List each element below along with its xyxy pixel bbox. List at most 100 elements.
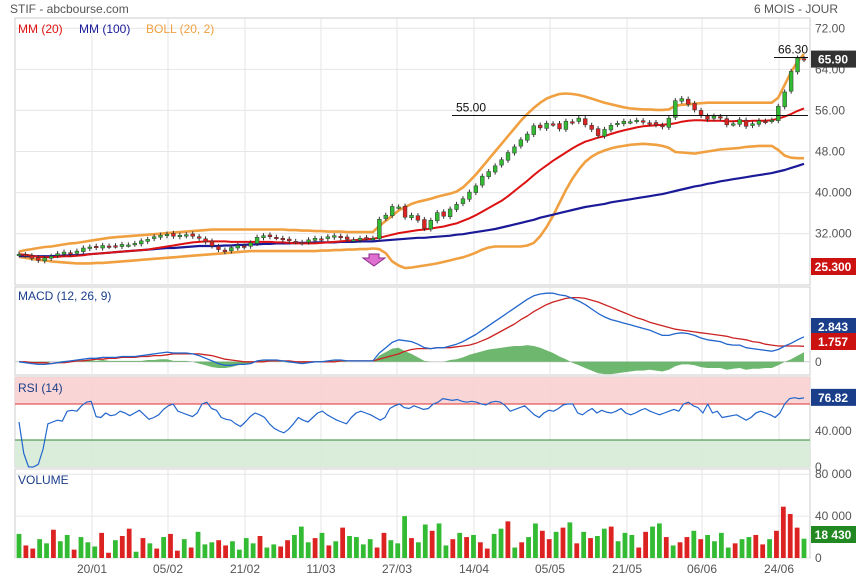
volume-bar — [698, 539, 704, 558]
x-tick-label: 27/03 — [382, 562, 412, 576]
candle — [589, 125, 594, 130]
candle — [653, 122, 659, 126]
macd-histogram — [19, 345, 804, 375]
volume-bar — [684, 537, 690, 558]
x-tick-label: 05/02 — [153, 562, 183, 576]
volume-bar — [588, 538, 593, 558]
candle — [557, 123, 562, 130]
candle — [531, 125, 536, 135]
volume-bar — [333, 541, 339, 558]
candle — [287, 238, 292, 242]
volume-bar — [30, 548, 36, 558]
candle — [602, 129, 607, 137]
volume-bar — [285, 540, 290, 558]
y-tick-label: 32.000 — [815, 227, 852, 241]
volume-bar — [71, 549, 77, 558]
volume-value-badge-bg — [811, 526, 856, 543]
candle — [106, 245, 112, 248]
volume-bar — [223, 545, 228, 558]
volume-bar — [250, 543, 256, 558]
candle — [467, 191, 472, 200]
candle — [16, 253, 22, 256]
volume-bar — [236, 549, 242, 558]
volume-bar — [243, 538, 249, 558]
volume-bar — [526, 537, 531, 558]
candle — [737, 119, 742, 125]
volume-bar — [188, 547, 194, 558]
volume-bar — [801, 538, 807, 558]
volume-bar — [512, 547, 518, 558]
volume-bar — [436, 523, 442, 558]
volume-bar — [787, 514, 793, 558]
volume-bar — [712, 541, 717, 558]
candle — [486, 171, 491, 177]
volume-bar — [794, 527, 800, 558]
candle — [505, 152, 511, 161]
macd-value-badge: 2.843 — [818, 320, 848, 334]
candle — [132, 243, 137, 246]
low-price-badge-bg — [811, 258, 856, 275]
candle — [544, 123, 549, 129]
candle — [126, 244, 131, 247]
candle — [151, 236, 157, 239]
y-tick-label: 40.000 — [815, 186, 852, 200]
candle — [364, 237, 369, 240]
volume-bar — [608, 526, 614, 558]
volume-bar — [216, 540, 222, 558]
candle — [435, 212, 440, 222]
volume-bar — [498, 528, 504, 558]
volume-bar — [415, 542, 421, 558]
candle — [686, 98, 691, 105]
candle — [583, 118, 588, 126]
volume-bar — [230, 541, 235, 558]
last-price-badge-bg — [811, 50, 856, 68]
boll-lower-line — [18, 142, 804, 270]
candle — [447, 208, 453, 217]
candle — [319, 238, 324, 241]
volume-bar — [292, 534, 297, 558]
candle — [518, 139, 524, 147]
candle — [473, 185, 479, 193]
candle — [36, 257, 41, 261]
candle — [570, 121, 575, 124]
candle — [158, 234, 163, 238]
volume-bar — [546, 539, 552, 558]
candle — [177, 234, 183, 237]
volume-bar — [78, 537, 84, 558]
volume-bar — [595, 536, 600, 558]
candle — [274, 236, 279, 239]
volume-bar — [271, 544, 277, 558]
volume-bar — [429, 530, 435, 558]
candle — [261, 235, 266, 239]
candle — [267, 234, 273, 237]
volume-bar — [395, 543, 401, 558]
candle — [576, 117, 581, 122]
candle — [409, 214, 414, 218]
candle — [428, 220, 433, 230]
candle — [724, 118, 729, 126]
candle — [499, 159, 504, 166]
volume-bar — [209, 542, 215, 558]
volume-bar — [457, 532, 463, 558]
candle — [332, 235, 337, 238]
signal-value-badge-bg — [811, 333, 856, 350]
candle — [415, 215, 421, 221]
volume-bar — [381, 532, 387, 558]
candle — [61, 251, 67, 255]
candle — [396, 206, 401, 209]
volume-bar — [670, 545, 676, 558]
mm100-line — [19, 162, 805, 258]
volume-bar — [519, 542, 525, 558]
candle — [377, 219, 382, 240]
volume-bar — [57, 541, 63, 558]
candle — [81, 247, 86, 252]
volume-bar — [305, 542, 311, 558]
candle — [370, 238, 376, 241]
rsi-oversold-zone — [15, 440, 810, 467]
candle — [216, 246, 221, 250]
volume-bar — [113, 540, 118, 558]
candle — [795, 57, 800, 73]
x-tick-label: 21/05 — [612, 562, 642, 576]
volume-bar — [85, 542, 91, 558]
